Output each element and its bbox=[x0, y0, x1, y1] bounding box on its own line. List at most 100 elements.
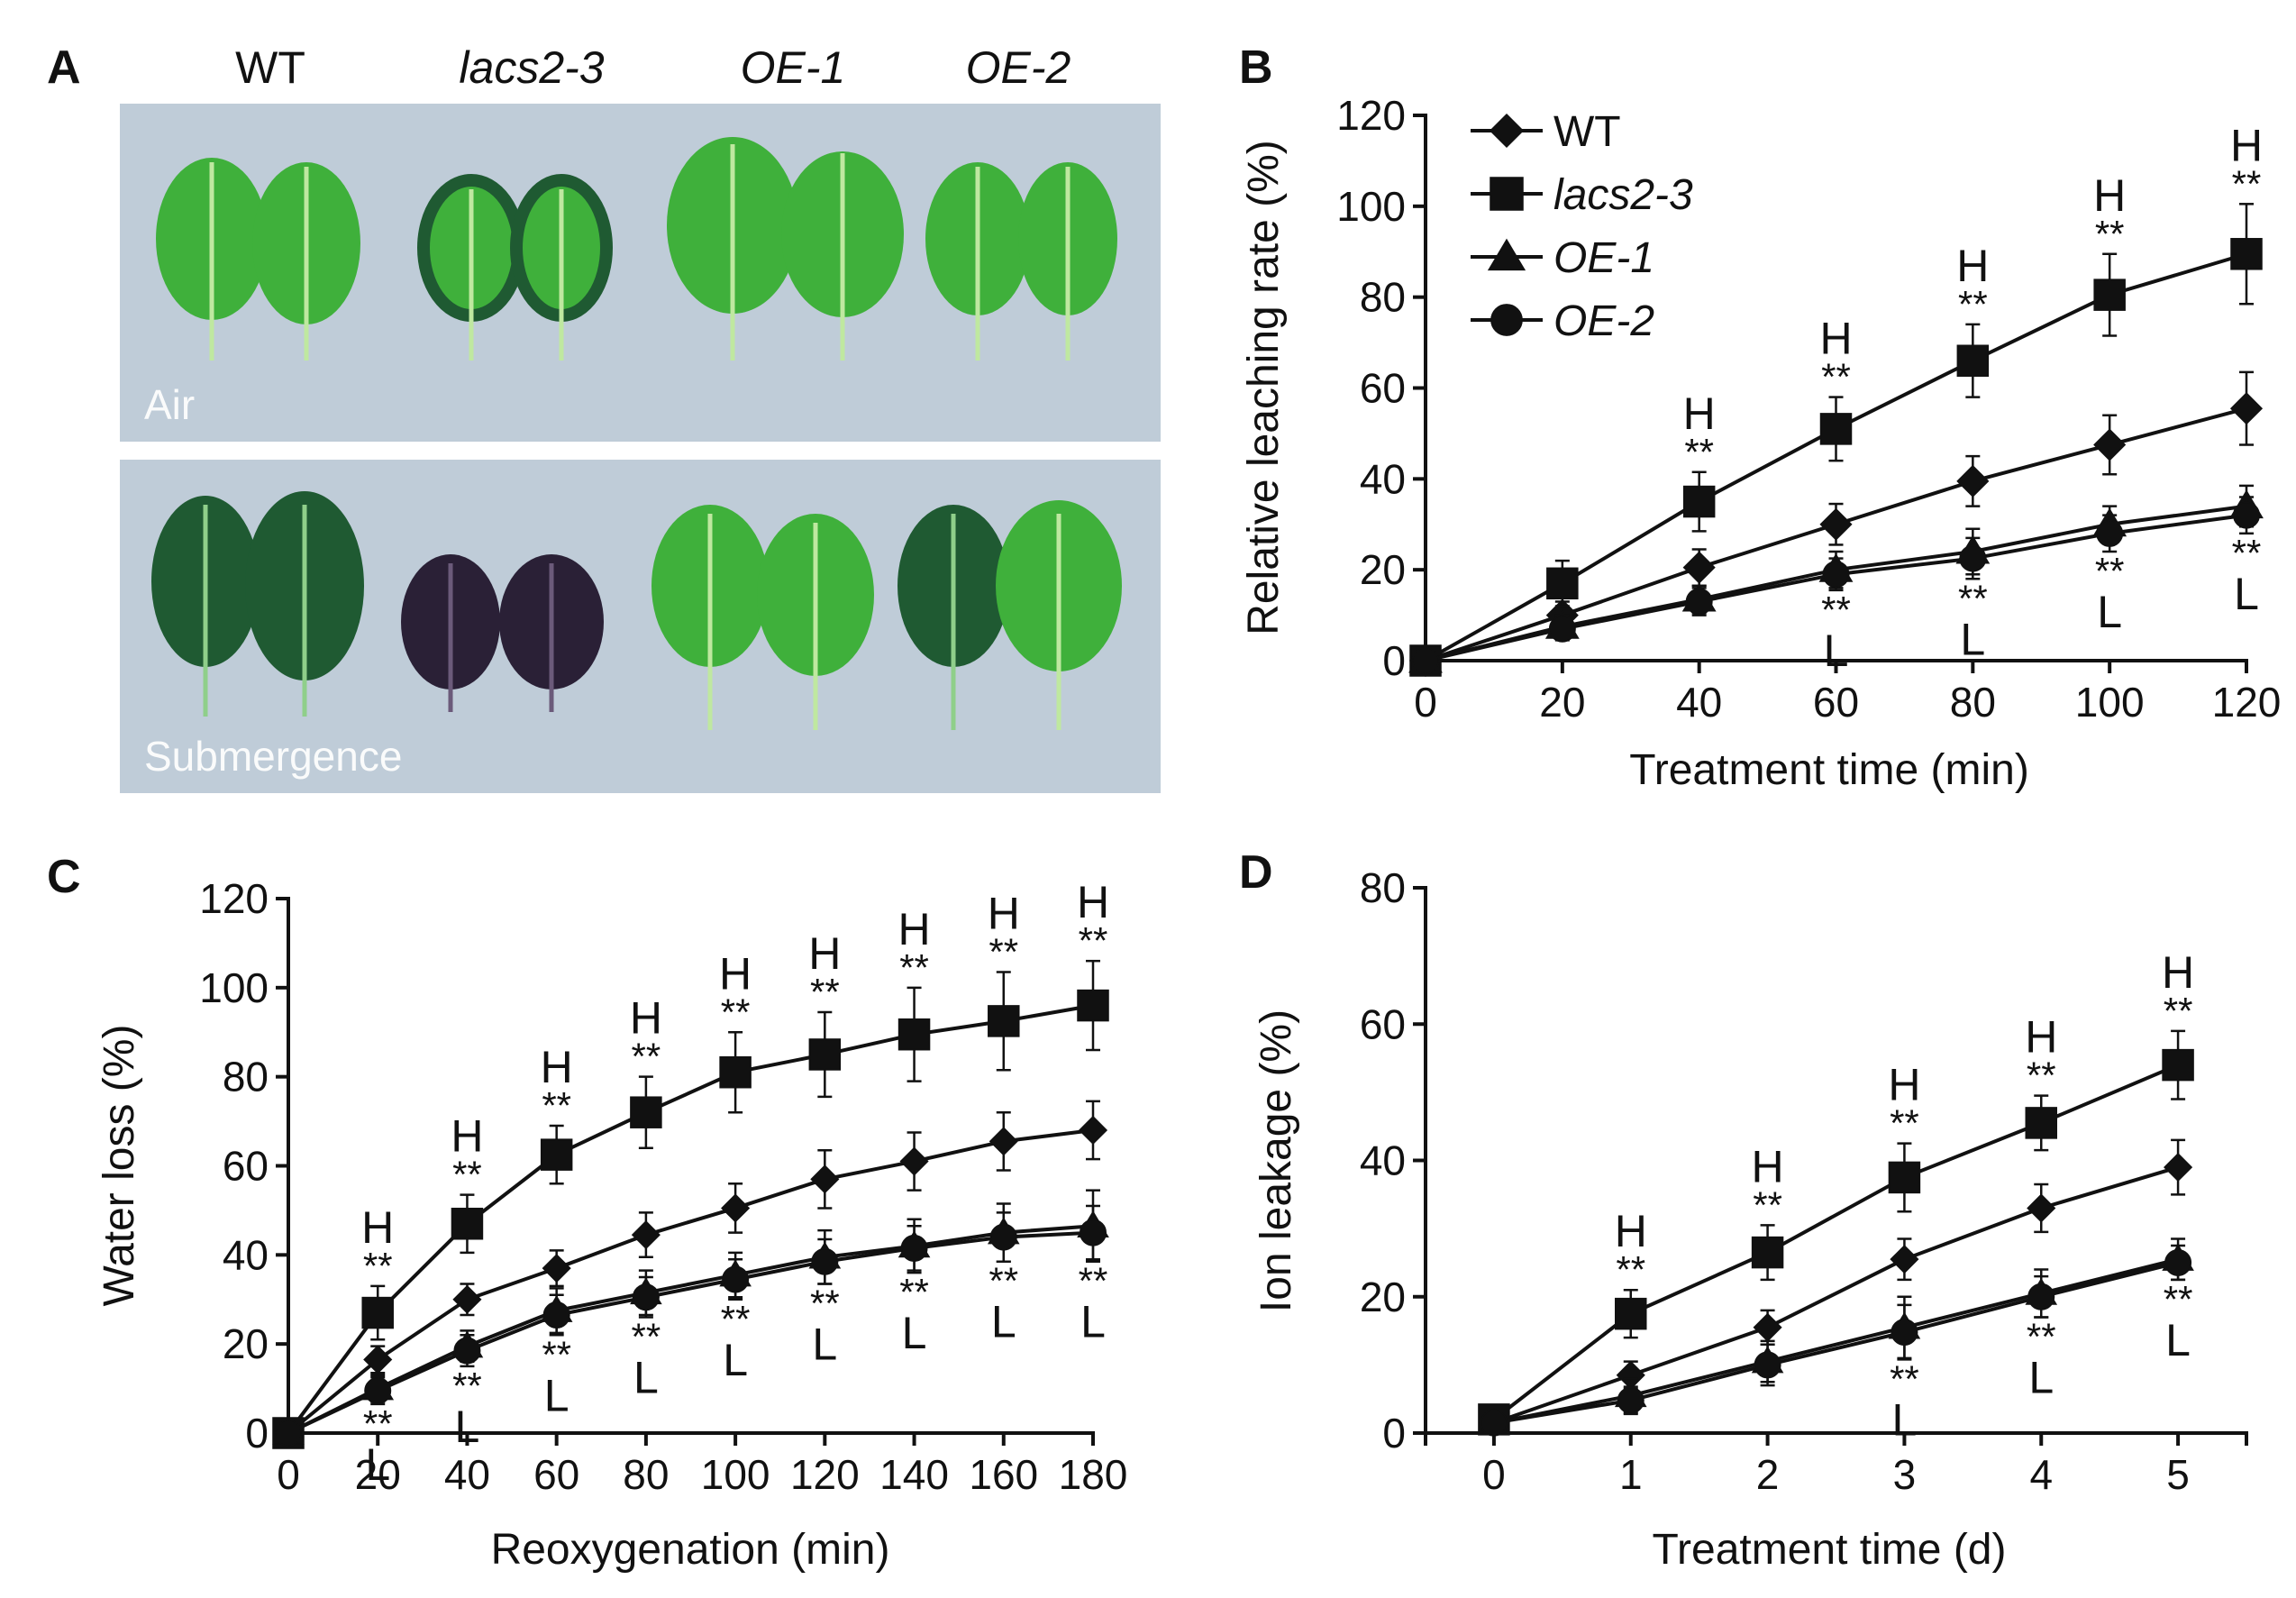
significance-letter-high: H bbox=[1752, 1141, 1784, 1192]
x-tick-label-b: 120 bbox=[2212, 679, 2282, 726]
legend-marker-triangle bbox=[1487, 238, 1526, 271]
sub-leaf-lacs-1 bbox=[401, 554, 500, 712]
significance-letter-high: H bbox=[988, 889, 1020, 939]
series-lacs2-3-d bbox=[1478, 1029, 2194, 1436]
x-tick-label-c: 60 bbox=[533, 1451, 579, 1498]
legend-marker-diamond bbox=[1489, 113, 1525, 149]
significance-letter-high: H bbox=[1077, 877, 1109, 927]
series-wt-c bbox=[273, 1100, 1108, 1448]
data-point bbox=[540, 1138, 573, 1171]
significance-stars-high: ** bbox=[2164, 990, 2193, 1032]
y-tick-label-b: 80 bbox=[1360, 274, 1406, 321]
panel-a: A WT lacs2-3 OE-1 OE-2 bbox=[47, 41, 1161, 793]
significance-stars-low: ** bbox=[363, 1402, 393, 1445]
significance-stars-high: ** bbox=[363, 1245, 393, 1287]
significance-stars-low: ** bbox=[899, 1271, 929, 1313]
significance-letter-high: H bbox=[1956, 241, 1989, 291]
data-point bbox=[1753, 1312, 1782, 1342]
data-point bbox=[1617, 1386, 1645, 1414]
data-point bbox=[1546, 567, 1579, 600]
significance-letter-high: H bbox=[2093, 170, 2126, 221]
x-tick-label-c: 160 bbox=[969, 1451, 1038, 1498]
data-point bbox=[2233, 501, 2260, 529]
sub-leaf-wt-2 bbox=[245, 491, 364, 717]
y-tick-label-c: 80 bbox=[223, 1054, 269, 1100]
series-oe-1-d bbox=[1478, 1237, 2194, 1435]
x-tick-label-d: 1 bbox=[1619, 1451, 1643, 1498]
data-point bbox=[989, 1223, 1017, 1251]
y-tick-label-d: 80 bbox=[1360, 864, 1406, 911]
data-point bbox=[2230, 238, 2263, 270]
significance-stars-low: ** bbox=[452, 1365, 482, 1407]
genotype-label-wt: WT bbox=[235, 42, 305, 93]
data-point bbox=[721, 1193, 751, 1223]
air-leaf-oe2-1 bbox=[925, 162, 1030, 361]
data-point bbox=[897, 1018, 931, 1051]
x-tick-label-d: 2 bbox=[1756, 1451, 1780, 1498]
significance-stars-low: ** bbox=[989, 1260, 1018, 1302]
data-point bbox=[1080, 1219, 1107, 1246]
y-tick-label-d: 60 bbox=[1360, 1000, 1406, 1047]
panel-label-a: A bbox=[47, 41, 81, 94]
significance-letter-high: H bbox=[1683, 388, 1716, 439]
panel-c: C 0 20 40 60 80 100 120 0 20 40 60 80 100 120 140 160 180… bbox=[47, 851, 1127, 1574]
data-point bbox=[1682, 551, 1716, 584]
x-tick-label-d: 3 bbox=[1893, 1451, 1917, 1498]
data-point bbox=[1890, 1245, 1919, 1274]
significance-stars-high: ** bbox=[542, 1084, 571, 1127]
x-axis-title-d: Treatment time (d) bbox=[1653, 1526, 2007, 1574]
y-tick-label-d: 0 bbox=[1382, 1410, 1406, 1456]
significance-letter-high: H bbox=[808, 928, 841, 979]
significance-stars-high: ** bbox=[1684, 431, 1714, 473]
data-point bbox=[1548, 615, 1576, 643]
significance-letter-high: H bbox=[2230, 120, 2263, 170]
significance-stars-high: ** bbox=[1079, 919, 1108, 962]
x-tick-label-d: 5 bbox=[2166, 1451, 2190, 1498]
data-point bbox=[631, 1220, 661, 1250]
data-point bbox=[1078, 1115, 1108, 1146]
data-point bbox=[542, 1254, 571, 1283]
panel-label-c: C bbox=[47, 851, 81, 903]
significance-stars-low: ** bbox=[1079, 1260, 1108, 1302]
series-oe-2-b bbox=[1412, 496, 2260, 674]
data-point bbox=[989, 1127, 1018, 1156]
air-leaf-oe1-2 bbox=[781, 151, 904, 361]
data-point bbox=[899, 1146, 929, 1176]
x-tick-label-d: 4 bbox=[2029, 1451, 2053, 1498]
significance-letter-low: L bbox=[991, 1297, 1016, 1347]
x-tick-label-b: 100 bbox=[2075, 679, 2145, 726]
air-leaf-oe1-1 bbox=[667, 137, 798, 361]
legend-label: OE-1 bbox=[1553, 234, 1654, 282]
y-tick-label-c: 60 bbox=[223, 1143, 269, 1190]
y-tick-label-b: 100 bbox=[1336, 183, 1406, 230]
data-point bbox=[1615, 1297, 1647, 1330]
x-tick-label-b: 20 bbox=[1539, 679, 1585, 726]
panel-label-b: B bbox=[1239, 41, 1273, 94]
x-tick-label-b: 0 bbox=[1414, 679, 1437, 726]
y-tick-label-d: 40 bbox=[1360, 1137, 1406, 1184]
x-axis-title-c: Reoxygenation (min) bbox=[491, 1526, 890, 1574]
significance-letter-high: H bbox=[541, 1042, 573, 1092]
series-line bbox=[287, 1230, 1094, 1435]
x-tick-label-b: 60 bbox=[1813, 679, 1859, 726]
significance-letter-low: L bbox=[723, 1335, 748, 1385]
x-tick-label-c: 20 bbox=[355, 1451, 401, 1498]
data-point bbox=[719, 1055, 752, 1089]
significance-letter-low: L bbox=[2028, 1352, 2054, 1402]
significance-letter-low: L bbox=[2165, 1315, 2191, 1365]
significance-letter-high: H bbox=[2025, 1012, 2057, 1063]
significance-letter-low: L bbox=[902, 1308, 927, 1358]
significance-stars-low: ** bbox=[1890, 1357, 1919, 1400]
series-oe-2-d bbox=[1480, 1244, 2192, 1437]
air-leaf-wt-2 bbox=[252, 162, 360, 361]
y-axis-title-b: Relative leaching rate (%) bbox=[1240, 140, 1288, 635]
y-tick-label-b: 0 bbox=[1382, 637, 1406, 684]
significance-stars-high: ** bbox=[1958, 283, 1988, 325]
data-point bbox=[1685, 588, 1713, 616]
panel-label-d: D bbox=[1239, 846, 1273, 899]
series-oe-1-c bbox=[272, 1189, 1109, 1445]
data-point bbox=[1891, 1319, 1918, 1347]
significance-stars-high: ** bbox=[1753, 1183, 1782, 1226]
sub-leaf-oe2-2 bbox=[996, 500, 1122, 730]
data-point bbox=[1412, 647, 1439, 674]
